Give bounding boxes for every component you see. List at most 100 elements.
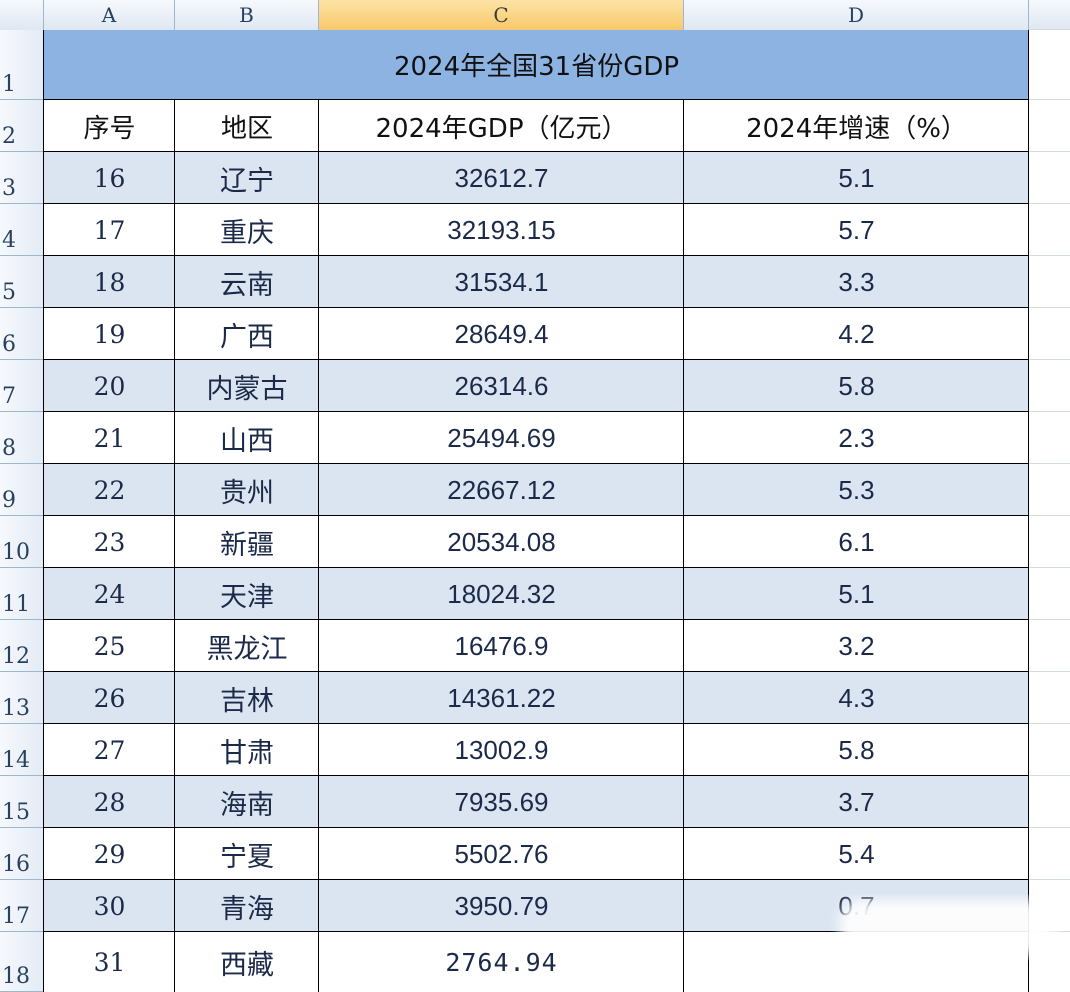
- row-region-cell[interactable]: 重庆: [175, 204, 319, 256]
- row-header-18[interactable]: 18: [0, 932, 44, 992]
- header-cell-seq[interactable]: 序号: [44, 100, 175, 152]
- row-header-13[interactable]: 13: [0, 672, 44, 724]
- row-seq-cell[interactable]: 23: [44, 516, 175, 568]
- row-gdp-cell[interactable]: 25494.69: [319, 412, 684, 464]
- row-growth-cell[interactable]: 5.1: [684, 152, 1029, 204]
- row-seq-cell[interactable]: 30: [44, 880, 175, 932]
- row-header-5[interactable]: 5: [0, 256, 44, 308]
- row-growth-cell[interactable]: 6.1: [684, 516, 1029, 568]
- row-region-cell[interactable]: 贵州: [175, 464, 319, 516]
- empty-column-e[interactable]: [1029, 30, 1070, 992]
- row-gdp-cell[interactable]: 22667.12: [319, 464, 684, 516]
- faint-hline: [1029, 359, 1070, 360]
- column-header-c[interactable]: C: [319, 0, 684, 30]
- row-growth-cell[interactable]: 4.3: [684, 672, 1029, 724]
- row-gdp-cell[interactable]: 32193.15: [319, 204, 684, 256]
- column-header-b[interactable]: B: [175, 0, 319, 30]
- sheet-title-cell[interactable]: 2024年全国31省份GDP: [44, 30, 1029, 100]
- row-header-10[interactable]: 10: [0, 516, 44, 568]
- header-cell-growth[interactable]: 2024年增速（%）: [684, 100, 1029, 152]
- row-header-17[interactable]: 17: [0, 880, 44, 932]
- row-growth-cell[interactable]: 5.4: [684, 828, 1029, 880]
- row-region-cell[interactable]: 吉林: [175, 672, 319, 724]
- row-growth-cell[interactable]: 3.3: [684, 256, 1029, 308]
- row-header-7[interactable]: 7: [0, 360, 44, 412]
- column-header-d[interactable]: D: [684, 0, 1029, 30]
- row-gdp-cell[interactable]: 3950.79: [319, 880, 684, 932]
- row-region-cell[interactable]: 青海: [175, 880, 319, 932]
- row-header-16[interactable]: 16: [0, 828, 44, 880]
- row-seq-cell[interactable]: 19: [44, 308, 175, 360]
- row-region-cell[interactable]: 内蒙古: [175, 360, 319, 412]
- row-header-15[interactable]: 15: [0, 776, 44, 828]
- row-gdp-cell[interactable]: 32612.7: [319, 152, 684, 204]
- row-growth-cell[interactable]: 4.2: [684, 308, 1029, 360]
- row-gdp-cell[interactable]: 13002.9: [319, 724, 684, 776]
- row-header-6[interactable]: 6: [0, 308, 44, 360]
- row-gdp-cell[interactable]: 18024.32: [319, 568, 684, 620]
- row-region-cell[interactable]: 云南: [175, 256, 319, 308]
- row-seq-cell[interactable]: 21: [44, 412, 175, 464]
- row-growth-cell[interactable]: 3.7: [684, 776, 1029, 828]
- row-region-cell[interactable]: 广西: [175, 308, 319, 360]
- row-header-4[interactable]: 4: [0, 204, 44, 256]
- row-seq-cell[interactable]: 31: [44, 932, 175, 992]
- row-gdp-cell[interactable]: 31534.1: [319, 256, 684, 308]
- row-header-14[interactable]: 14: [0, 724, 44, 776]
- header-cell-region[interactable]: 地区: [175, 100, 319, 152]
- row-growth-cell[interactable]: 5.1: [684, 568, 1029, 620]
- column-header-a[interactable]: A: [44, 0, 175, 30]
- header-cell-gdp[interactable]: 2024年GDP（亿元）: [319, 100, 684, 152]
- row-gdp-cell[interactable]: 16476.9: [319, 620, 684, 672]
- row-growth-cell[interactable]: 5.8: [684, 360, 1029, 412]
- row-gdp-cell[interactable]: 2764.94: [319, 932, 684, 992]
- row-region-cell[interactable]: 西藏: [175, 932, 319, 992]
- faint-hline: [1029, 29, 1070, 30]
- row-growth-cell[interactable]: 5.7: [684, 204, 1029, 256]
- row-seq-cell[interactable]: 27: [44, 724, 175, 776]
- row-seq-cell[interactable]: 20: [44, 360, 175, 412]
- row-seq-cell[interactable]: 25: [44, 620, 175, 672]
- row-gdp-cell[interactable]: 28649.4: [319, 308, 684, 360]
- row-seq-cell[interactable]: 24: [44, 568, 175, 620]
- row-region-cell[interactable]: 山西: [175, 412, 319, 464]
- grid-vline: [174, 100, 175, 992]
- faint-hline: [1029, 879, 1070, 880]
- row-gdp-cell[interactable]: 14361.22: [319, 672, 684, 724]
- grid-hline: [44, 827, 1029, 828]
- row-seq-cell[interactable]: 26: [44, 672, 175, 724]
- faint-hline: [1029, 671, 1070, 672]
- row-gdp-cell[interactable]: 5502.76: [319, 828, 684, 880]
- row-gdp-cell[interactable]: 26314.6: [319, 360, 684, 412]
- row-region-cell[interactable]: 黑龙江: [175, 620, 319, 672]
- row-header-11[interactable]: 11: [0, 568, 44, 620]
- row-region-cell[interactable]: 甘肃: [175, 724, 319, 776]
- row-region-cell[interactable]: 海南: [175, 776, 319, 828]
- row-seq-cell[interactable]: 29: [44, 828, 175, 880]
- grid-hline: [44, 307, 1029, 308]
- row-seq-cell[interactable]: 22: [44, 464, 175, 516]
- select-all-corner[interactable]: [0, 0, 44, 30]
- row-growth-cell[interactable]: 5.8: [684, 724, 1029, 776]
- row-header-1[interactable]: 1: [0, 30, 44, 100]
- row-region-cell[interactable]: 新疆: [175, 516, 319, 568]
- row-growth-cell[interactable]: 2.3: [684, 412, 1029, 464]
- row-header-2[interactable]: 2: [0, 100, 44, 152]
- row-seq-cell[interactable]: 18: [44, 256, 175, 308]
- row-growth-cell[interactable]: 3.2: [684, 620, 1029, 672]
- row-region-cell[interactable]: 宁夏: [175, 828, 319, 880]
- row-header-3[interactable]: 3: [0, 152, 44, 204]
- row-seq-cell[interactable]: 17: [44, 204, 175, 256]
- row-header-9[interactable]: 9: [0, 464, 44, 516]
- grid-hline: [44, 255, 1029, 256]
- row-header-12[interactable]: 12: [0, 620, 44, 672]
- row-region-cell[interactable]: 辽宁: [175, 152, 319, 204]
- row-header-8[interactable]: 8: [0, 412, 44, 464]
- row-gdp-cell[interactable]: 20534.08: [319, 516, 684, 568]
- faint-hline: [1029, 827, 1070, 828]
- row-seq-cell[interactable]: 28: [44, 776, 175, 828]
- row-region-cell[interactable]: 天津: [175, 568, 319, 620]
- row-gdp-cell[interactable]: 7935.69: [319, 776, 684, 828]
- row-growth-cell[interactable]: 5.3: [684, 464, 1029, 516]
- row-seq-cell[interactable]: 16: [44, 152, 175, 204]
